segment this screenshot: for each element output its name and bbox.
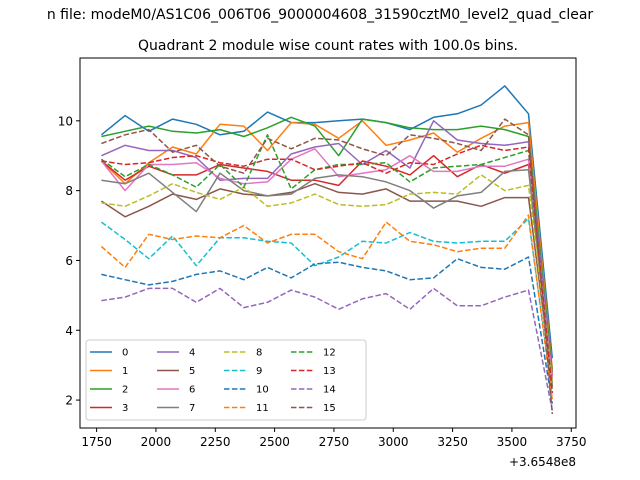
y-axis: 2 4 6 8 10 bbox=[58, 114, 80, 408]
x-tick-label: 3500 bbox=[497, 435, 528, 449]
legend-label-12: 12 bbox=[323, 348, 336, 359]
series-layer bbox=[100, 85, 554, 415]
legend-label-5: 5 bbox=[189, 366, 195, 377]
y-tick-label: 6 bbox=[65, 254, 73, 268]
series-line-11 bbox=[100, 214, 554, 401]
chart-title: Quadrant 2 module wise count rates with … bbox=[138, 38, 518, 54]
x-axis-offset-label: +3.6548e8 bbox=[509, 455, 576, 469]
series-line-8 bbox=[101, 174, 554, 383]
axes-frame bbox=[79, 57, 577, 429]
legend-label-7: 7 bbox=[189, 403, 195, 414]
legend-label-14: 14 bbox=[323, 385, 336, 396]
legend-label-4: 4 bbox=[189, 348, 195, 359]
series-line-15 bbox=[101, 118, 554, 415]
legend-label-0: 0 bbox=[122, 348, 128, 359]
series-line-0 bbox=[100, 85, 554, 359]
series-line-6 bbox=[100, 148, 554, 380]
y-tick-label: 4 bbox=[65, 324, 73, 338]
y-tick-label: 2 bbox=[65, 394, 73, 408]
legend-label-1: 1 bbox=[122, 366, 128, 377]
x-tick-label: 2250 bbox=[200, 435, 231, 449]
x-tick-label: 2750 bbox=[319, 435, 350, 449]
series-line-7 bbox=[101, 168, 554, 387]
legend-label-10: 10 bbox=[256, 385, 269, 396]
x-tick-label: 2000 bbox=[141, 435, 172, 449]
series-line-12 bbox=[100, 134, 554, 390]
legend-label-8: 8 bbox=[256, 348, 262, 359]
legend-label-15: 15 bbox=[323, 403, 336, 414]
legend-box bbox=[85, 339, 367, 421]
series-line-10 bbox=[101, 256, 554, 404]
legend-label-3: 3 bbox=[122, 403, 128, 414]
series-line-9 bbox=[100, 217, 554, 394]
series-line-4 bbox=[101, 120, 554, 380]
legend-label-11: 11 bbox=[256, 403, 269, 414]
series-line-13 bbox=[101, 144, 554, 394]
x-axis: 1750 2000 2250 2500 2750 3000 3250 3500 3750 bbox=[81, 428, 587, 449]
legend-label-6: 6 bbox=[189, 385, 195, 396]
legend-label-2: 2 bbox=[122, 385, 128, 396]
plot-area: 1750 2000 2250 2500 2750 3000 3250 3500 3750 246… bbox=[58, 57, 587, 469]
figure-suptitle: n file: modeM0/AS1C06_006T06_9000004608_… bbox=[47, 7, 594, 23]
series-line-14 bbox=[101, 287, 554, 411]
series-line-2 bbox=[101, 116, 554, 373]
x-tick-label: 3250 bbox=[437, 435, 468, 449]
y-tick-label: 10 bbox=[58, 114, 73, 128]
x-tick-label: 2500 bbox=[259, 435, 290, 449]
x-tick-label: 3000 bbox=[378, 435, 409, 449]
legend-label-9: 9 bbox=[256, 366, 262, 377]
x-tick-label: 3750 bbox=[556, 435, 587, 449]
x-tick-label: 1750 bbox=[81, 435, 112, 449]
series-line-1 bbox=[100, 120, 554, 369]
legend-label-13: 13 bbox=[323, 366, 336, 377]
y-tick-label: 8 bbox=[65, 184, 73, 198]
